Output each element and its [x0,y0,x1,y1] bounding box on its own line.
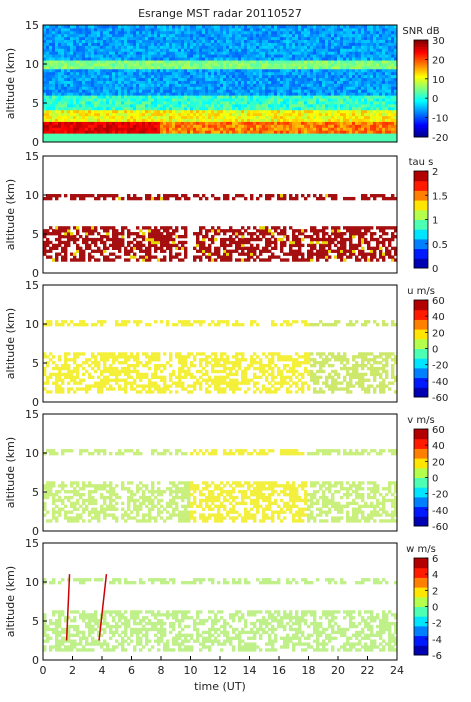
panel-3-field [43,320,397,394]
colorbar-label: u m/s [407,286,435,297]
panel-2-frame [42,155,398,274]
x-tick-label: 16 [272,664,286,677]
panel-5-field [43,574,397,652]
x-tick-label: 2 [69,664,76,677]
colorbar-tick-label: 0 [432,264,438,275]
y-tick-label: 15 [25,19,39,32]
y-tick-label: 0 [32,396,39,409]
colorbar-tick-label: -40 [432,377,448,388]
colorbar-label: SNR dB [402,26,439,37]
panel-4-frame [42,413,398,532]
panel-4-field [43,449,397,523]
y-tick-label: 10 [25,447,39,460]
y-tick-label: 5 [32,97,39,110]
colorbar-tick-label: 4 [432,570,438,581]
colorbar-5: 6 4 2 0 -2 -4 -6 w m/s [406,544,442,662]
chart-title: Esrange MST radar 20110527 [138,7,302,20]
panel-2-field [43,194,397,262]
y-tick-label: 15 [25,537,39,550]
colorbar-tick-label: 60 [432,425,445,436]
colorbar-tick-label: 6 [432,554,438,565]
colorbar-tick-label: 0 [432,474,438,485]
y-tick-label: 10 [25,318,39,331]
colorbar-tick-label: 20 [432,328,445,339]
y-tick-label: 0 [32,136,39,149]
y-axis-label: altitude (km) [4,566,17,637]
colorbar-tick-label: 1.5 [432,191,448,202]
colorbar-tick-label: 20 [432,55,445,66]
colorbar-tick-label: -20 [432,133,448,144]
colorbar-1: 30 20 10 0 -10 -20 SNR dB [402,26,448,144]
panel-1: 0 5 10 15 altitude (km) Esrange MST radar 201… [4,7,448,149]
colorbar-tick-label: -20 [432,361,448,372]
y-tick-label: 10 [25,58,39,71]
colorbar-tick-label: 10 [432,75,445,86]
x-tick-label: 6 [128,664,135,677]
y-axis-label: altitude (km) [4,308,17,379]
colorbar-tick-label: -20 [432,490,448,501]
y-tick-label: 5 [32,357,39,370]
colorbar-tick-label: -60 [432,522,448,533]
colorbar-tick-label: 0.5 [432,240,448,251]
x-tick-label: 24 [390,664,404,677]
x-tick-label: 8 [158,664,165,677]
x-tick-label: 4 [99,664,106,677]
panel-1-field [43,25,397,142]
y-tick-label: 10 [25,189,39,202]
colorbar-tick-label: -40 [432,506,448,517]
colorbar-tick-label: 0 [432,603,438,614]
y-tick-label: 0 [32,267,39,280]
colorbar-tick-label: -60 [432,393,448,404]
x-tick-label: 14 [243,664,257,677]
colorbar-tick-label: -6 [432,651,442,662]
colorbar-3: 60 40 20 0 -20 -40 -60 u m/s [407,286,448,404]
y-tick-label: 5 [32,486,39,499]
y-tick-label: 0 [32,525,39,538]
x-axis-label: time (UT) [194,680,246,693]
colorbar-tick-label: 40 [432,441,445,452]
x-tick-label: 20 [331,664,345,677]
colorbar-tick-label: -2 [432,619,442,630]
colorbar-tick-label: 2 [432,167,438,178]
colorbar-tick-label: 0 [432,94,438,105]
x-tick-label: 0 [40,664,47,677]
panel-2: 0 5 10 15 altitude (km) 2 1.5 1 0.5 0 tau s [4,150,448,280]
colorbar-label: v m/s [407,415,434,426]
x-tick-label: 12 [213,664,227,677]
colorbar-tick-label: 1 [432,216,438,227]
colorbar-label: w m/s [406,544,436,555]
x-tick-label: 18 [302,664,316,677]
y-axis-label: altitude (km) [4,437,17,508]
panel-3-frame [42,284,398,403]
y-tick-label: 15 [25,279,39,292]
colorbar-label: tau s [409,157,434,168]
panel-1-frame [42,24,398,143]
y-tick-label: 10 [25,576,39,589]
y-axis-label: altitude (km) [4,48,17,119]
y-tick-label: 0 [32,654,39,667]
x-tick-label: 22 [361,664,375,677]
colorbar-4: 60 40 20 0 -20 -40 -60 v m/s [407,415,448,533]
colorbar-tick-label: -10 [432,114,448,125]
colorbar-tick-label: 2 [432,586,438,597]
colorbar-tick-label: 30 [432,36,445,47]
panel-3: 0 5 10 15 altitude (km) 60 40 20 0 -20 -40 -60 u m/s [4,279,448,409]
y-tick-label: 15 [25,408,39,421]
y-tick-label: 5 [32,615,39,628]
y-tick-label: 5 [32,228,39,241]
colorbar-tick-label: -4 [432,635,442,646]
colorbar-tick-label: 0 [432,345,438,356]
x-tick-label: 10 [184,664,198,677]
y-axis-label: altitude (km) [4,179,17,250]
panel-4: 0 5 10 15 altitude (km) 60 40 20 0 -20 -40 -60 v m/s [4,408,448,538]
colorbar-2: 2 1.5 1 0.5 0 tau s [409,157,448,275]
colorbar-tick-label: 40 [432,312,445,323]
y-tick-label: 15 [25,150,39,163]
colorbar-tick-label: 60 [432,296,445,307]
colorbar-tick-label: 20 [432,457,445,468]
